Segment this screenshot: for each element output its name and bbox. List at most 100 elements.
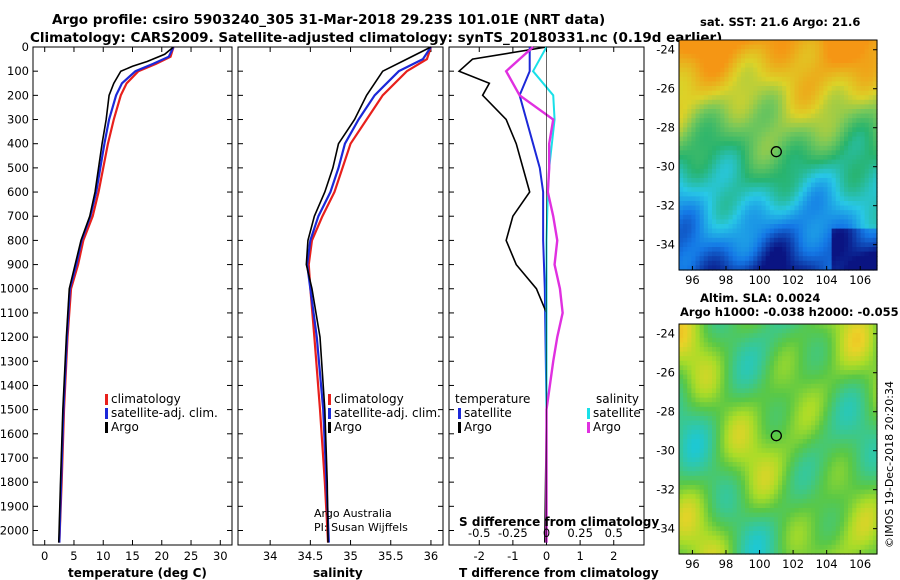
map-cell [724,224,730,230]
map-cell [848,72,853,78]
map-cell [728,508,734,514]
map-cell [749,233,754,239]
map-cell [868,452,874,458]
map-cell [753,480,758,486]
map-cell [811,141,816,147]
map-cell [864,127,870,133]
map-cell [716,76,721,82]
map-cell [856,72,862,78]
map-cell [819,531,824,537]
map-cell [736,498,742,504]
map-cell [852,462,857,468]
map-cell [864,443,870,449]
map-cell [782,360,787,366]
map-cell [753,512,758,518]
map-cell [819,402,824,408]
map-cell [778,526,783,532]
map-cell [691,237,697,243]
map-cell [819,439,824,445]
map-cell [732,237,738,243]
map-cell [831,228,837,234]
map-cell [819,247,824,253]
map-cell [773,53,779,59]
map-cell [749,526,754,532]
map-cell [740,475,746,481]
map-cell [864,210,870,216]
map-cell [745,90,750,96]
map-cell [786,434,791,440]
map-cell [868,333,874,339]
map-cell [856,383,862,389]
map-cell [740,517,746,523]
map-cell [794,475,800,481]
map-cell [683,443,688,449]
map-cell [687,489,692,495]
map-cell [790,439,796,445]
map-cell [703,86,709,92]
map-cell [687,448,692,454]
map-cell [703,173,709,179]
map-cell [773,356,779,362]
map-cell [872,49,878,55]
map-cell [769,462,775,468]
map-cell [827,517,833,523]
y-tick-label: -30 [656,160,675,174]
map-cell [773,388,779,394]
map-cell [819,191,824,197]
map-cell [720,99,725,105]
map-cell [794,99,800,105]
map-cell [745,247,750,253]
map-cell [860,242,866,248]
map-cell [778,228,783,234]
map-cell [736,379,742,385]
map-cell [794,237,800,243]
map-cell [699,63,705,69]
map-cell [683,337,688,343]
map-cell [753,168,758,174]
map-cell [827,508,833,514]
map-cell [707,210,713,216]
map-cell [716,439,721,445]
map-cell [773,485,779,491]
map-cell [757,452,763,458]
map-cell [773,452,779,458]
map-cell [844,233,849,239]
map-cell [856,90,862,96]
map-cell [852,67,857,73]
map-cell [864,402,870,408]
map-cell [728,210,734,216]
map-cell [798,383,804,389]
map-cell [773,324,779,330]
y-tick-label: 0 [22,40,29,54]
map-cell [786,251,791,257]
map-cell [848,210,853,216]
map-cell [852,104,857,110]
map-cell [790,489,796,495]
map-cell [707,150,713,156]
map-cell [786,328,791,334]
map-cell [848,150,853,156]
map-cell [679,150,684,156]
map-cell [778,53,783,59]
map-cell [724,182,730,188]
map-cell [769,95,775,101]
map-cell [773,517,779,523]
map-cell [868,214,874,220]
map-cell [753,347,758,353]
y-tick-label: -28 [656,121,675,135]
map-cell [712,443,717,449]
map-cell [703,196,709,202]
map-cell [806,164,812,170]
map-cell [819,49,824,55]
map-cell [761,411,767,417]
map-cell [806,237,812,243]
map-cell [732,173,738,179]
map-cell [716,219,721,225]
map-cell [773,49,779,55]
map-cell [765,76,771,82]
map-cell [782,201,787,207]
map-cell [712,187,717,193]
map-cell [724,178,730,184]
map-cell [765,247,771,253]
map-cell [753,90,758,96]
